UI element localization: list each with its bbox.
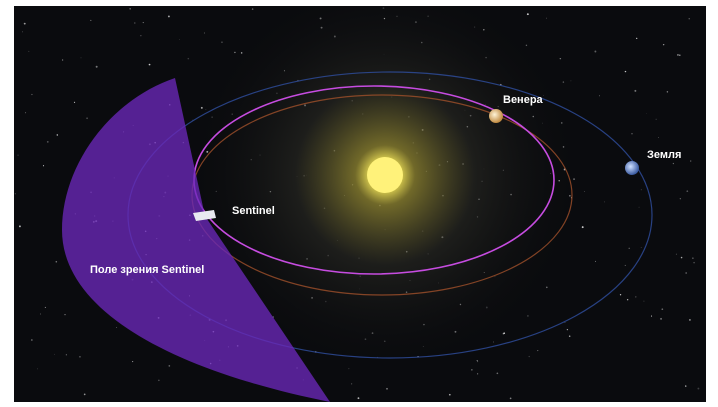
sun [367,157,403,193]
sentinel-label: Sentinel [232,205,275,217]
illustration: Венера Земля Sentinel Поле зрения Sentin… [0,0,718,407]
earth [625,161,639,175]
field-of-view-label: Поле зрения Sentinel [90,264,204,276]
earth-label: Земля [647,149,681,161]
venus-label: Венера [503,94,544,106]
page: Венера Земля Sentinel Поле зрения Sentin… [0,0,718,407]
venus [489,109,503,123]
scene: Венера Земля Sentinel Поле зрения Sentin… [14,6,706,402]
